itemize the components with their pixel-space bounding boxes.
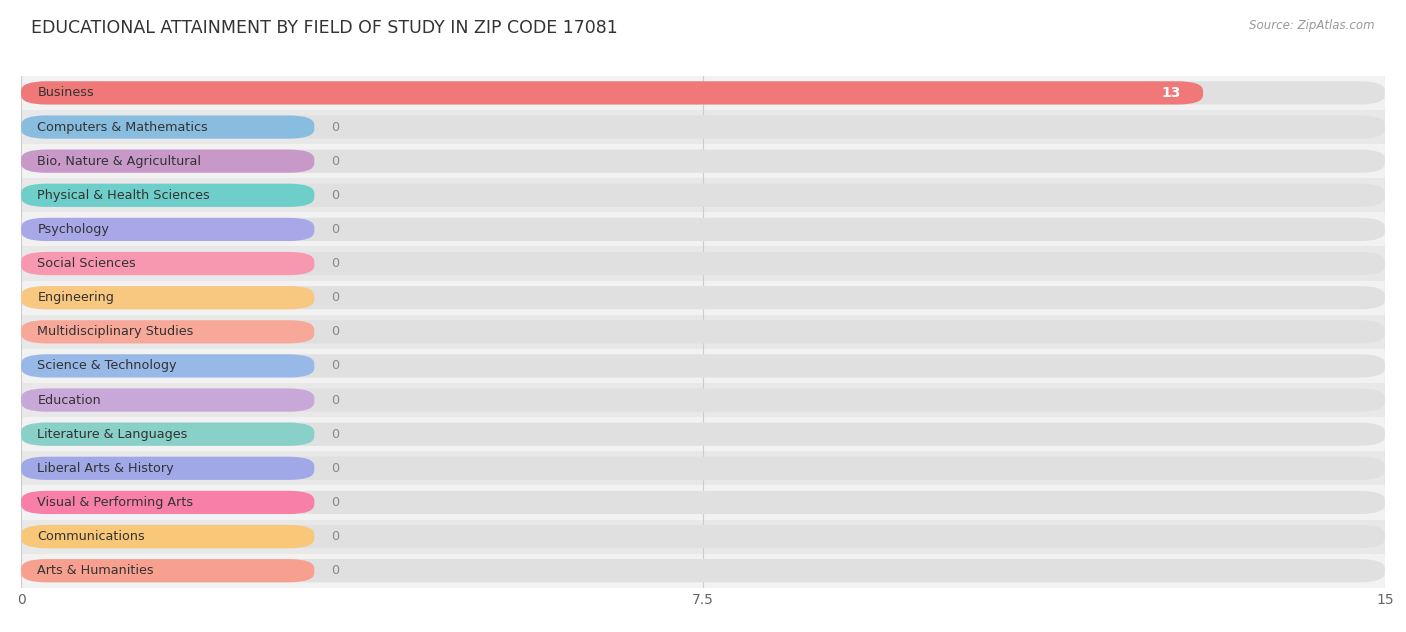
Bar — [21, 349, 1385, 383]
FancyBboxPatch shape — [21, 218, 315, 241]
Text: 0: 0 — [330, 291, 339, 304]
Bar — [21, 212, 1385, 246]
Bar — [21, 76, 1385, 110]
FancyBboxPatch shape — [21, 525, 1385, 548]
FancyBboxPatch shape — [21, 116, 315, 138]
Text: Source: ZipAtlas.com: Source: ZipAtlas.com — [1250, 19, 1375, 32]
Text: 0: 0 — [330, 155, 339, 167]
Bar — [21, 315, 1385, 349]
FancyBboxPatch shape — [21, 423, 1385, 446]
Bar — [21, 485, 1385, 520]
Text: Psychology: Psychology — [38, 223, 110, 236]
Text: 13: 13 — [1161, 86, 1181, 100]
Text: Computers & Mathematics: Computers & Mathematics — [38, 121, 208, 133]
Text: Visual & Performing Arts: Visual & Performing Arts — [38, 496, 194, 509]
Bar — [21, 110, 1385, 144]
FancyBboxPatch shape — [21, 286, 1385, 309]
FancyBboxPatch shape — [21, 82, 1204, 104]
Text: 0: 0 — [330, 257, 339, 270]
Text: 0: 0 — [330, 325, 339, 338]
FancyBboxPatch shape — [21, 150, 1385, 173]
Bar — [21, 554, 1385, 588]
Bar — [21, 451, 1385, 485]
Text: 0: 0 — [330, 189, 339, 202]
Text: Science & Technology: Science & Technology — [38, 360, 177, 372]
Text: Business: Business — [38, 87, 94, 99]
Bar — [21, 144, 1385, 178]
Text: Physical & Health Sciences: Physical & Health Sciences — [38, 189, 211, 202]
Text: Liberal Arts & History: Liberal Arts & History — [38, 462, 174, 475]
Text: 0: 0 — [330, 360, 339, 372]
Bar — [21, 178, 1385, 212]
Text: 0: 0 — [330, 462, 339, 475]
Bar — [21, 417, 1385, 451]
FancyBboxPatch shape — [21, 320, 1385, 343]
FancyBboxPatch shape — [21, 252, 1385, 275]
FancyBboxPatch shape — [21, 286, 315, 309]
Bar — [21, 383, 1385, 417]
Text: Engineering: Engineering — [38, 291, 114, 304]
FancyBboxPatch shape — [21, 423, 315, 446]
Text: Bio, Nature & Agricultural: Bio, Nature & Agricultural — [38, 155, 201, 167]
FancyBboxPatch shape — [21, 389, 1385, 411]
FancyBboxPatch shape — [21, 82, 1385, 104]
Text: Multidisciplinary Studies: Multidisciplinary Studies — [38, 325, 194, 338]
Text: Literature & Languages: Literature & Languages — [38, 428, 188, 441]
FancyBboxPatch shape — [21, 559, 1385, 582]
FancyBboxPatch shape — [21, 559, 315, 582]
FancyBboxPatch shape — [21, 491, 1385, 514]
FancyBboxPatch shape — [21, 389, 315, 411]
FancyBboxPatch shape — [21, 355, 1385, 377]
FancyBboxPatch shape — [21, 491, 315, 514]
Bar — [21, 281, 1385, 315]
FancyBboxPatch shape — [21, 218, 1385, 241]
FancyBboxPatch shape — [21, 457, 1385, 480]
FancyBboxPatch shape — [21, 457, 315, 480]
FancyBboxPatch shape — [21, 320, 315, 343]
Text: Social Sciences: Social Sciences — [38, 257, 136, 270]
Text: 0: 0 — [330, 428, 339, 441]
Text: Communications: Communications — [38, 530, 145, 543]
FancyBboxPatch shape — [21, 184, 1385, 207]
Text: 0: 0 — [330, 121, 339, 133]
Bar — [21, 246, 1385, 281]
FancyBboxPatch shape — [21, 525, 315, 548]
Text: 0: 0 — [330, 223, 339, 236]
Text: 0: 0 — [330, 496, 339, 509]
Text: Education: Education — [38, 394, 101, 406]
FancyBboxPatch shape — [21, 116, 1385, 138]
Bar — [21, 520, 1385, 554]
Text: Arts & Humanities: Arts & Humanities — [38, 564, 155, 577]
FancyBboxPatch shape — [21, 355, 315, 377]
Text: 0: 0 — [330, 564, 339, 577]
FancyBboxPatch shape — [21, 184, 315, 207]
FancyBboxPatch shape — [21, 150, 315, 173]
FancyBboxPatch shape — [21, 252, 315, 275]
Text: 0: 0 — [330, 394, 339, 406]
Text: EDUCATIONAL ATTAINMENT BY FIELD OF STUDY IN ZIP CODE 17081: EDUCATIONAL ATTAINMENT BY FIELD OF STUDY… — [31, 19, 617, 37]
Text: 0: 0 — [330, 530, 339, 543]
